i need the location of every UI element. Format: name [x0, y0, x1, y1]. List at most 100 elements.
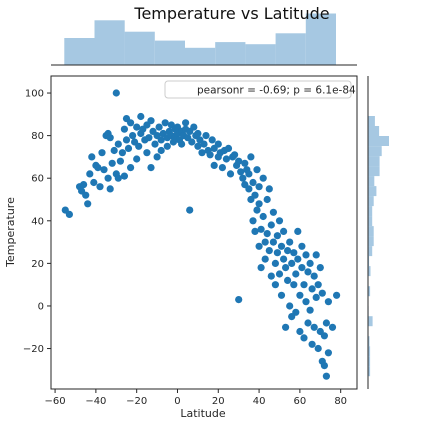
y-hist-bar — [368, 146, 382, 156]
x-hist-bar — [155, 41, 185, 65]
scatter-point — [296, 328, 303, 335]
scatter-point — [323, 373, 330, 380]
scatter-point — [82, 192, 89, 199]
scatter-point — [237, 168, 244, 175]
scatter-point — [202, 132, 209, 139]
scatter-point — [288, 260, 295, 267]
scatter-point — [249, 179, 256, 186]
scatter-point — [266, 247, 273, 254]
scatter-point — [280, 256, 287, 263]
y-hist-bar — [368, 216, 372, 226]
scatter-point — [256, 183, 263, 190]
scatter-point — [121, 173, 128, 180]
x-hist-bar — [95, 20, 125, 65]
scatter-point — [164, 143, 171, 150]
scatter-point — [211, 162, 218, 169]
scatter-point — [100, 166, 107, 173]
scatter-point — [178, 141, 185, 148]
scatter-point — [90, 179, 97, 186]
scatter-point — [284, 277, 291, 284]
scatter-point — [313, 294, 320, 301]
y-hist-bar — [368, 116, 375, 126]
scatter-point — [245, 170, 252, 177]
scatter-point — [321, 362, 328, 369]
y-tick-label: 100 — [25, 89, 44, 100]
scatter-point — [227, 170, 234, 177]
y-hist-bar — [368, 196, 374, 206]
scatter-point — [111, 147, 118, 154]
scatter-point — [292, 270, 299, 277]
y-hist-bar — [368, 316, 373, 326]
scatter-point — [145, 134, 152, 141]
scatter-point — [253, 166, 260, 173]
scatter-point — [280, 228, 287, 235]
scatter-point — [315, 345, 322, 352]
scatter-point — [268, 273, 275, 280]
scatter-point — [88, 153, 95, 160]
scatter-point — [284, 247, 291, 254]
scatter-point — [325, 298, 332, 305]
legend: pearsonr = -0.69; p = 6.1e-84 — [165, 81, 356, 98]
scatter-point — [296, 292, 303, 299]
scatter-point — [307, 307, 314, 314]
scatter-point — [270, 209, 277, 216]
scatter-point — [231, 151, 238, 158]
x-hist-bar — [64, 38, 94, 65]
x-tick-label: 0 — [174, 396, 180, 407]
y-hist-bar — [368, 206, 372, 216]
scatter-point — [294, 256, 301, 263]
scatter-point — [321, 332, 328, 339]
scatter-point — [239, 175, 246, 182]
scatter-point — [333, 292, 340, 299]
scatter-point — [264, 230, 271, 237]
scatter-point — [300, 281, 307, 288]
y-tick-label: 20 — [31, 259, 44, 270]
scatter-point — [325, 349, 332, 356]
scatter-point — [282, 324, 289, 331]
x-tick-label: 80 — [334, 396, 347, 407]
scatter-point — [253, 207, 260, 214]
scatter-point — [147, 164, 154, 171]
scatter-point — [268, 221, 275, 228]
scatter-point — [304, 319, 311, 326]
scatter-point — [278, 243, 285, 250]
y-tick-label: 40 — [31, 216, 44, 227]
x-hist-bar — [245, 44, 275, 65]
x-tick-label: 20 — [212, 396, 225, 407]
scatter-point — [107, 185, 114, 192]
scatter-point — [290, 249, 297, 256]
scatter-point — [158, 147, 165, 154]
scatter-point — [272, 260, 279, 267]
scatter-point — [264, 196, 271, 203]
scatter-point — [190, 124, 197, 131]
y-hist-bar — [368, 186, 376, 196]
scatter-point — [251, 192, 258, 199]
scatter-point — [154, 153, 161, 160]
scatter-point — [311, 273, 318, 280]
scatter-point — [307, 260, 314, 267]
scatter-point — [260, 175, 267, 182]
scatter-point — [207, 151, 214, 158]
scatter-point — [249, 217, 256, 224]
scatter-point — [121, 126, 128, 133]
scatter-point — [194, 130, 201, 137]
scatter-point — [270, 239, 277, 246]
scatter-point — [80, 181, 87, 188]
y-hist-bar — [368, 126, 379, 136]
scatter-point — [151, 141, 158, 148]
scatter-point — [260, 213, 267, 220]
scatter-point — [302, 298, 309, 305]
y-hist-bar — [368, 156, 380, 166]
scatter-point — [286, 239, 293, 246]
scatter-point — [256, 243, 263, 250]
y-hist-bar — [368, 226, 374, 236]
x-tick-label: −20 — [126, 396, 147, 407]
scatter-point — [143, 149, 150, 156]
y-hist-bar — [368, 136, 389, 146]
scatter-point — [107, 134, 114, 141]
scatter-point — [66, 211, 73, 218]
scatter-point — [292, 309, 299, 316]
scatter-point — [125, 145, 132, 152]
scatter-point — [247, 153, 254, 160]
y-hist-bar — [368, 176, 374, 186]
